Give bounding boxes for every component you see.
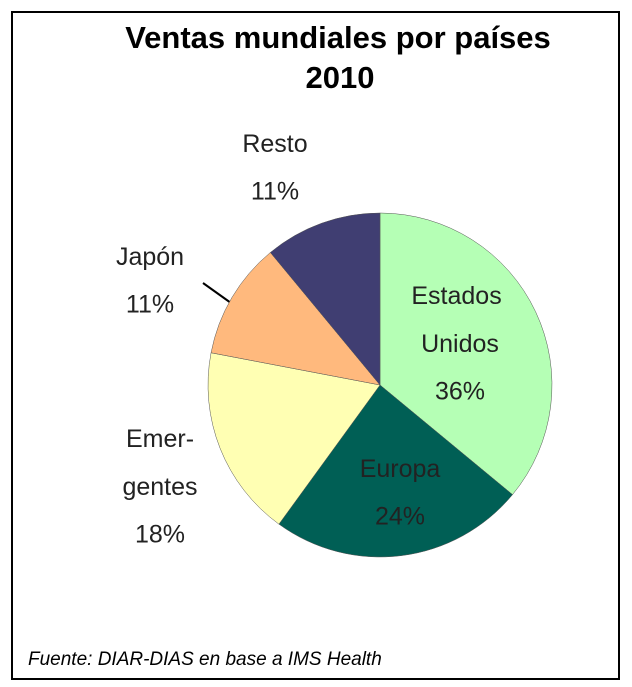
category-label: Estados Unidos [411,282,508,358]
label-line: Japón [116,243,184,271]
category-label: Japón [116,243,184,271]
label-line: gentes [122,473,197,501]
value-label: 11% [126,291,174,319]
category-label: Emer-gentes [122,425,197,501]
pie-slice [278,384,513,558]
chart-title: Ventas mundiales por países [125,20,551,55]
pie-slice [210,252,381,386]
value-label: 24% [375,503,425,531]
frame [11,11,620,680]
pie-slice [207,352,381,525]
source: Fuente: DIAR-DIAS en base a IMS Health [28,649,382,670]
label-line: Emer- [126,425,194,453]
value-label: 18% [135,521,185,549]
pie [207,212,553,558]
category-label: Resto [242,130,307,158]
label-line: Unidos [421,330,499,358]
pie-slice [270,212,381,386]
value-label: 11% [251,178,299,206]
label-line: Estados [411,282,508,310]
chart-subtitle: 2010 [306,60,375,95]
label-line: Resto [242,130,307,158]
value-label: 36% [435,378,485,406]
category-label: Europa [360,455,441,483]
pie-slice [379,212,553,495]
label-line: Europa [360,455,441,483]
leader-line [202,282,232,304]
